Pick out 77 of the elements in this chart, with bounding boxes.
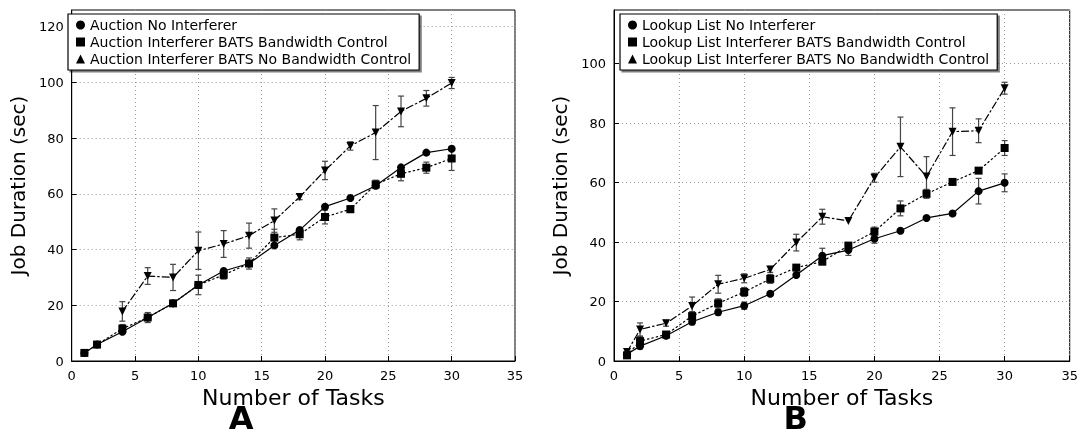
point — [974, 126, 983, 135]
x-tick-label: 35 — [506, 368, 524, 383]
x-tick-label: 35 — [1061, 368, 1078, 383]
x-tick-label: 15 — [253, 368, 270, 383]
x-tick-label: 10 — [190, 368, 207, 383]
x-tick-label: 5 — [674, 368, 684, 383]
legend-label: Lookup List No Interferer — [642, 17, 816, 33]
legend-label: Auction Interferer BATS No Bandwidth Control — [90, 51, 412, 67]
legend-label: Lookup List Interferer BATS Bandwidth Control — [642, 34, 966, 50]
y-tick-label: 20 — [47, 297, 64, 313]
point — [447, 78, 456, 87]
point — [922, 213, 931, 222]
point — [766, 289, 775, 298]
y-tick-label: 20 — [589, 294, 606, 310]
point — [688, 312, 697, 321]
point — [118, 307, 127, 316]
point — [974, 187, 983, 196]
point — [1000, 144, 1009, 153]
y-tick-label: 80 — [47, 130, 64, 146]
y-tick-label: 120 — [38, 19, 64, 35]
x-tick-label: 20 — [866, 368, 883, 383]
point — [447, 154, 456, 163]
point — [143, 272, 152, 281]
point — [321, 166, 330, 175]
legend-label: Lookup List Interferer BATS No Bandwidth Control — [642, 51, 990, 67]
x-tick-label: 10 — [735, 368, 753, 383]
legend-label: Auction Interferer BATS Bandwidth Control — [90, 34, 388, 50]
x-tick-label: 25 — [931, 368, 948, 383]
point — [792, 271, 801, 280]
point — [422, 94, 431, 103]
x-tick-label: 0 — [609, 368, 619, 383]
point — [922, 172, 931, 181]
point — [948, 209, 957, 218]
point — [948, 127, 957, 136]
y-tick-label: 100 — [38, 74, 64, 90]
y-axis-title: Job Duration (sec) — [548, 95, 573, 278]
point — [219, 240, 228, 248]
point — [844, 241, 853, 250]
point — [397, 169, 406, 178]
y-tick-label: 100 — [581, 56, 606, 72]
point — [896, 226, 905, 235]
y-tick-label: 80 — [589, 115, 606, 131]
y-tick-label: 0 — [597, 353, 606, 369]
legend-label: Auction No Interferer — [90, 17, 238, 33]
point — [714, 280, 723, 289]
x-tick-label: 30 — [443, 368, 460, 383]
point — [974, 166, 983, 175]
point — [169, 299, 178, 308]
x-tick-label: 20 — [316, 368, 334, 383]
point — [792, 263, 801, 272]
y-tick-label: 60 — [47, 186, 64, 202]
point — [1000, 178, 1009, 187]
y-tick-label: 40 — [589, 234, 606, 250]
point — [844, 216, 853, 225]
y-tick-label: 60 — [589, 175, 606, 191]
point — [397, 107, 406, 116]
point — [346, 194, 355, 203]
point — [688, 301, 697, 310]
x-tick-label: 30 — [996, 368, 1013, 383]
point — [321, 212, 330, 221]
point — [422, 148, 431, 157]
y-tick-label: 0 — [55, 353, 64, 369]
point — [169, 273, 178, 282]
point — [245, 231, 254, 240]
point — [896, 142, 905, 151]
point — [270, 241, 279, 250]
point — [118, 324, 127, 333]
y-tick-label: 40 — [47, 242, 64, 258]
x-tick-label: 5 — [130, 368, 140, 383]
point — [896, 204, 905, 213]
point — [1000, 84, 1009, 93]
point — [818, 257, 827, 266]
x-tick-label: 0 — [67, 368, 76, 383]
x-tick-label: 25 — [380, 368, 397, 383]
y-axis-title: Job Duration (sec) — [6, 95, 30, 278]
point — [948, 177, 957, 186]
x-tick-label: 15 — [801, 368, 818, 383]
